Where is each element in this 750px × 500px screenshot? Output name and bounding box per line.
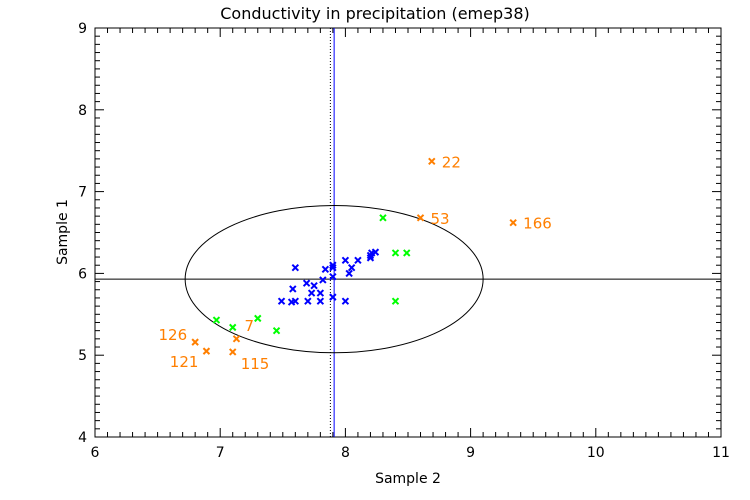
data-point-green — [391, 297, 400, 305]
point-label: 121 — [170, 353, 199, 371]
point-label: 166 — [523, 215, 552, 233]
data-point-orange — [416, 214, 425, 222]
data-point-green — [229, 323, 237, 332]
data-point-blue — [371, 248, 380, 256]
x-tick-label: 10 — [587, 445, 605, 461]
data-point-green — [391, 249, 400, 257]
data-point-blue — [329, 261, 337, 269]
data-point-blue — [341, 256, 350, 265]
point-label: 126 — [159, 326, 188, 344]
data-point-blue — [302, 279, 311, 287]
x-tick-label: 7 — [216, 445, 225, 461]
data-point-blue — [319, 276, 327, 284]
data-point-blue — [366, 254, 375, 262]
y-tick-label: 7 — [78, 185, 87, 201]
data-point-blue — [354, 256, 362, 265]
y-tick-label: 8 — [78, 103, 87, 119]
data-point-blue — [366, 251, 375, 260]
data-point-blue — [310, 281, 318, 290]
y-tick-label: 5 — [78, 348, 87, 364]
x-tick-label: 11 — [712, 445, 730, 461]
data-point-blue — [316, 289, 325, 297]
data-point-blue — [329, 272, 337, 281]
data-point-green — [403, 249, 411, 257]
data-point-blue — [347, 263, 356, 272]
data-point-blue — [289, 285, 297, 293]
data-point-blue — [321, 265, 330, 274]
data-point-green — [212, 316, 221, 324]
chart-title: Conductivity in precipitation (emep38) — [220, 4, 529, 23]
x-tick-label: 9 — [466, 445, 475, 461]
data-point-blue — [291, 297, 300, 305]
data-point-orange — [191, 338, 199, 346]
data-point-blue — [345, 269, 353, 278]
data-point-green — [272, 326, 281, 335]
data-point-blue — [341, 297, 350, 305]
y-tick-label: 6 — [78, 266, 87, 282]
plot-frame — [94, 27, 722, 438]
data-point-blue — [307, 289, 316, 297]
x-tick-label: 6 — [91, 445, 100, 461]
data-point-orange — [229, 348, 237, 356]
data-point-blue — [329, 263, 337, 272]
data-point-orange — [428, 157, 436, 166]
data-point-green — [379, 214, 387, 222]
y-axis-label: Sample 1 — [55, 199, 71, 265]
x-tick-label: 8 — [341, 445, 350, 461]
data-point-blue — [291, 263, 300, 272]
y-tick-label: 4 — [78, 430, 87, 446]
x-axis-label: Sample 2 — [375, 471, 441, 487]
data-point-blue — [277, 297, 286, 305]
point-label: 22 — [442, 153, 461, 171]
data-point-orange — [202, 347, 211, 355]
data-point-blue — [316, 297, 325, 305]
data-point-orange — [509, 218, 517, 227]
point-label: 115 — [241, 355, 270, 373]
point-label: 53 — [431, 210, 450, 228]
confidence-ellipse — [184, 205, 484, 354]
point-label: 7 — [244, 317, 254, 335]
data-point-green — [254, 314, 262, 323]
data-point-blue — [304, 297, 312, 305]
data-point-blue — [329, 293, 337, 301]
y-tick-label: 9 — [78, 21, 87, 37]
data-point-orange — [232, 335, 241, 343]
